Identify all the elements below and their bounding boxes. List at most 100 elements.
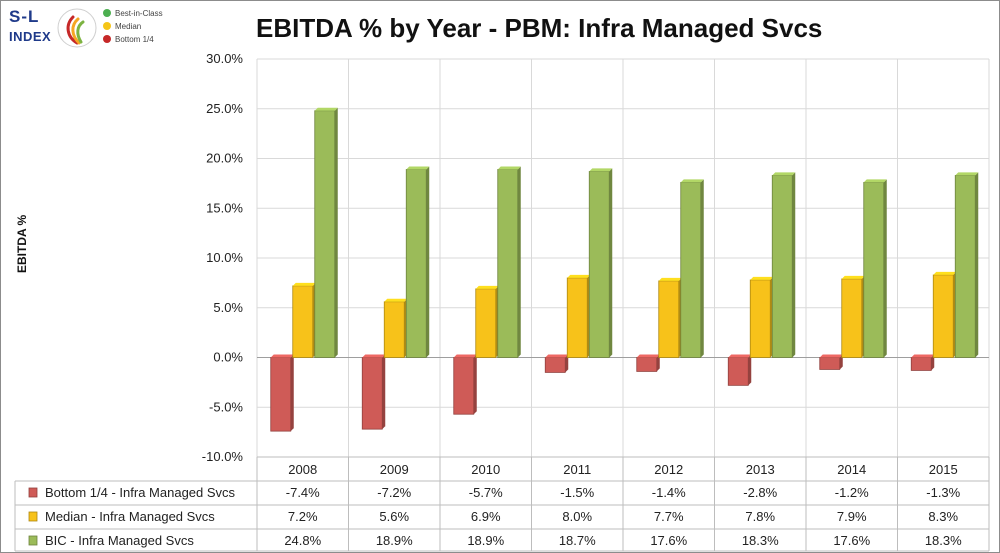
bar-top xyxy=(911,354,935,358)
bar-bottom-quartile xyxy=(270,357,292,432)
y-tick-label: -5.0% xyxy=(209,399,243,414)
bar-side xyxy=(975,172,979,358)
bar-top xyxy=(314,107,338,111)
data-table-cell: 7.9% xyxy=(837,509,867,524)
data-table-cell: -1.2% xyxy=(835,485,869,500)
bar-bottom-quartile xyxy=(361,357,383,430)
bar-median xyxy=(383,301,405,358)
bar-bic xyxy=(588,171,610,358)
bar-median xyxy=(475,288,497,358)
data-table-cell: 7.2% xyxy=(288,509,318,524)
bar-top xyxy=(658,277,682,281)
x-tick-label: 2013 xyxy=(746,462,775,477)
y-tick-label: 5.0% xyxy=(213,300,243,315)
data-table-cell: 18.9% xyxy=(467,533,504,548)
bar-top xyxy=(680,179,704,183)
bar-bic xyxy=(680,181,702,358)
bar-top xyxy=(453,354,477,358)
bar-side xyxy=(748,354,752,386)
logo-legend-median-label: Median xyxy=(115,21,142,31)
data-table-cell: 18.3% xyxy=(925,533,962,548)
bar-bic xyxy=(497,169,519,358)
bar-side xyxy=(839,354,843,370)
bar-median xyxy=(658,280,680,358)
y-tick-label: 30.0% xyxy=(206,51,243,66)
data-table-cell: -1.3% xyxy=(926,485,960,500)
bar-bottom-quartile xyxy=(819,357,841,370)
bar-bic xyxy=(771,175,793,358)
bar-top xyxy=(384,298,408,302)
bar-top xyxy=(567,274,591,278)
bar-side xyxy=(883,179,887,358)
data-table-cell: 17.6% xyxy=(650,533,687,548)
red-dot-icon xyxy=(103,35,111,43)
bar-side xyxy=(382,354,386,430)
logo-brand-top: S-L xyxy=(9,7,40,26)
logo-legend-median: Median xyxy=(103,20,141,32)
logo-legend-best: Best-in-Class xyxy=(103,7,163,19)
y-tick-label: 25.0% xyxy=(206,101,243,116)
x-tick-label: 2009 xyxy=(380,462,409,477)
bar-top xyxy=(863,179,887,183)
bar-median xyxy=(749,279,771,358)
logo-legend-bottom-label: Bottom 1/4 xyxy=(115,34,154,44)
data-table-cell: 18.9% xyxy=(376,533,413,548)
bar-side xyxy=(426,166,430,358)
y-tick-label: 15.0% xyxy=(206,200,243,215)
legend-series-label: BIC - Infra Managed Svcs xyxy=(45,533,194,548)
bar-top xyxy=(728,354,752,358)
bar-top xyxy=(589,168,613,172)
bar-top xyxy=(270,354,294,358)
legend-swatch-icon xyxy=(28,511,38,522)
legend-series-label: Bottom 1/4 - Infra Managed Svcs xyxy=(45,485,236,500)
data-table-cell: 8.0% xyxy=(562,509,592,524)
data-table-cell: 6.9% xyxy=(471,509,501,524)
bar-bic xyxy=(314,110,336,358)
y-tick-label: -10.0% xyxy=(202,449,244,464)
bar-bottom-quartile xyxy=(544,357,566,373)
bar-median xyxy=(841,278,863,358)
bar-bic xyxy=(405,169,427,358)
bar-bottom-quartile xyxy=(910,357,932,371)
y-tick-label: 0.0% xyxy=(213,350,243,365)
bar-top xyxy=(362,354,386,358)
bar-top xyxy=(636,354,660,358)
bar-bottom-quartile xyxy=(453,357,475,415)
data-table-cell: -7.2% xyxy=(377,485,411,500)
legend-swatch-icon xyxy=(28,535,38,546)
bar-top xyxy=(933,271,957,275)
data-table-cell: 7.7% xyxy=(654,509,684,524)
bar-top xyxy=(406,166,430,170)
yellow-dot-icon xyxy=(103,22,111,30)
x-tick-label: 2015 xyxy=(929,462,958,477)
data-table-cell: -1.5% xyxy=(560,485,594,500)
data-table-cell: 18.3% xyxy=(742,533,779,548)
bar-bottom-quartile xyxy=(727,357,749,386)
data-table-cell: 18.7% xyxy=(559,533,596,548)
data-table-cell: -7.4% xyxy=(286,485,320,500)
data-table-cell: -5.7% xyxy=(469,485,503,500)
bar-side xyxy=(931,354,935,371)
bar-top xyxy=(497,166,521,170)
bar-side xyxy=(792,172,796,358)
data-table-cell: 5.6% xyxy=(379,509,409,524)
x-tick-label: 2010 xyxy=(471,462,500,477)
x-tick-label: 2014 xyxy=(837,462,866,477)
bar-top xyxy=(841,275,865,279)
bar-bic xyxy=(954,175,976,358)
y-tick-label: 10.0% xyxy=(206,250,243,265)
chart-title: EBITDA % by Year - PBM: Infra Managed Sv… xyxy=(256,13,823,43)
sl-index-logo: S-L INDEX Best-in-Class Median Bottom 1/… xyxy=(7,7,207,51)
legend-swatch-icon xyxy=(28,487,38,498)
bar-side xyxy=(290,354,294,432)
bar-bottom-quartile xyxy=(636,357,658,372)
green-dot-icon xyxy=(103,9,111,17)
y-tick-label: 20.0% xyxy=(206,151,243,166)
bar-side xyxy=(609,168,613,358)
data-table-cell: 8.3% xyxy=(928,509,958,524)
bar-side xyxy=(473,354,477,415)
bar-median xyxy=(292,285,314,358)
x-tick-label: 2011 xyxy=(563,462,591,477)
